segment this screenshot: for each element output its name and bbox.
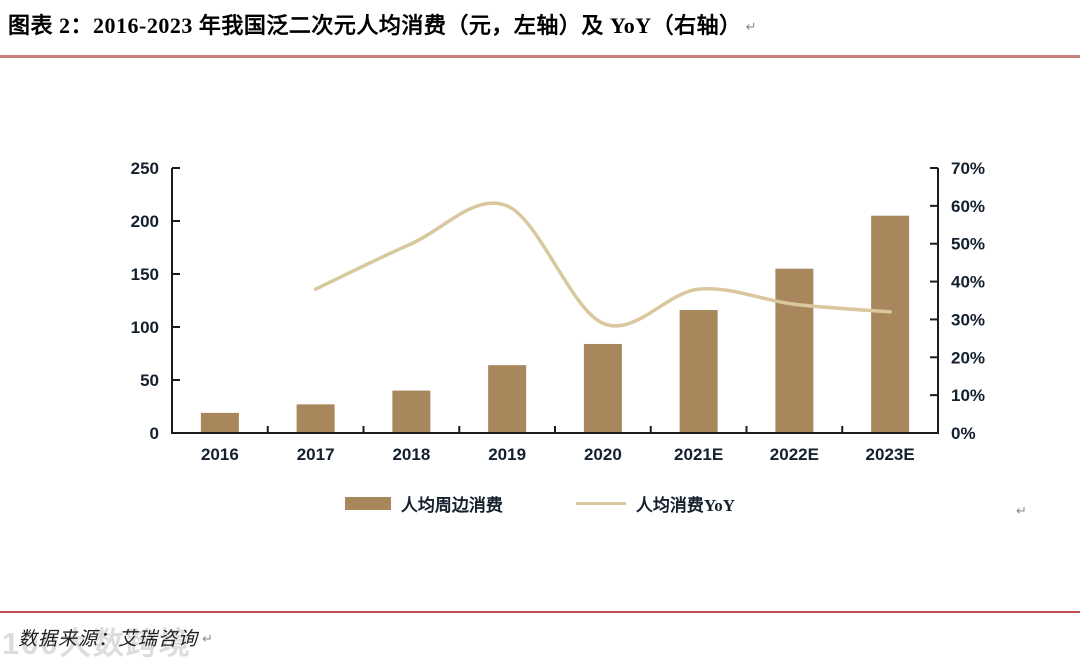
right-axis-label: 40% (951, 273, 985, 292)
legend-item-line: 人均消费YoY (575, 491, 736, 516)
x-axis-label: 2016 (201, 445, 239, 464)
x-axis-label: 2019 (488, 445, 526, 464)
chart-legend: 人均周边消费 人均消费YoY (0, 491, 1080, 516)
paragraph-return-icon: ↵ (1016, 504, 1027, 519)
left-axis-label: 150 (131, 265, 159, 284)
figure-title-row: 图表 2：2016-2023 年我国泛二次元人均消费（元，左轴）及 YoY（右轴… (8, 8, 1008, 40)
left-axis-label: 50 (140, 371, 159, 390)
x-axis-label: 2021E (674, 445, 723, 464)
right-axis-label: 30% (951, 310, 985, 329)
footer-divider-line (0, 611, 1080, 613)
legend-item-bar: 人均周边消费 (344, 491, 503, 516)
x-axis-label: 2017 (297, 445, 335, 464)
bar-2021E (679, 310, 718, 433)
source-note: 数据来源：艾瑞咨询 (18, 629, 199, 650)
bar-2017 (296, 404, 335, 433)
x-axis-label: 2020 (584, 445, 622, 464)
bar-2019 (488, 365, 527, 433)
watermark-text: 100大数跨境 (2, 626, 192, 658)
bar-2020 (583, 343, 622, 433)
right-axis-label: 70% (951, 159, 985, 178)
right-axis-label: 20% (951, 348, 985, 367)
bar-series-label: 人均周边消费 (400, 496, 503, 515)
paragraph-return-icon: ↵ (745, 20, 757, 35)
bar-2018 (392, 390, 431, 433)
left-axis-label: 250 (131, 159, 159, 178)
left-axis-label: 0 (150, 424, 159, 443)
right-axis-label: 0% (951, 424, 976, 443)
bar-series-swatch (344, 497, 391, 510)
figure-title: 图表 2：2016-2023 年我国泛二次元人均消费（元，左轴）及 YoY（右轴… (8, 13, 742, 38)
yoy-line (313, 201, 892, 328)
x-axis-label: 2018 (392, 445, 430, 464)
left-axis-label: 100 (131, 318, 159, 337)
x-axis-label: 2023E (866, 445, 915, 464)
bar-2023E (871, 215, 910, 433)
title-divider-line (0, 55, 1080, 58)
source-row: 数据来源：艾瑞咨询 ↵ (18, 624, 213, 651)
bar-2016 (200, 412, 239, 433)
right-axis-label: 50% (951, 235, 985, 254)
x-axis-label: 2022E (770, 445, 819, 464)
left-axis-label: 200 (131, 212, 159, 231)
right-axis-label: 60% (951, 197, 985, 216)
line-series-swatch (575, 502, 626, 505)
bar-2022E (775, 268, 814, 433)
right-axis-label: 10% (951, 386, 985, 405)
paragraph-return-icon: ↵ (202, 632, 213, 647)
line-series-label: 人均消费YoY (635, 496, 736, 515)
